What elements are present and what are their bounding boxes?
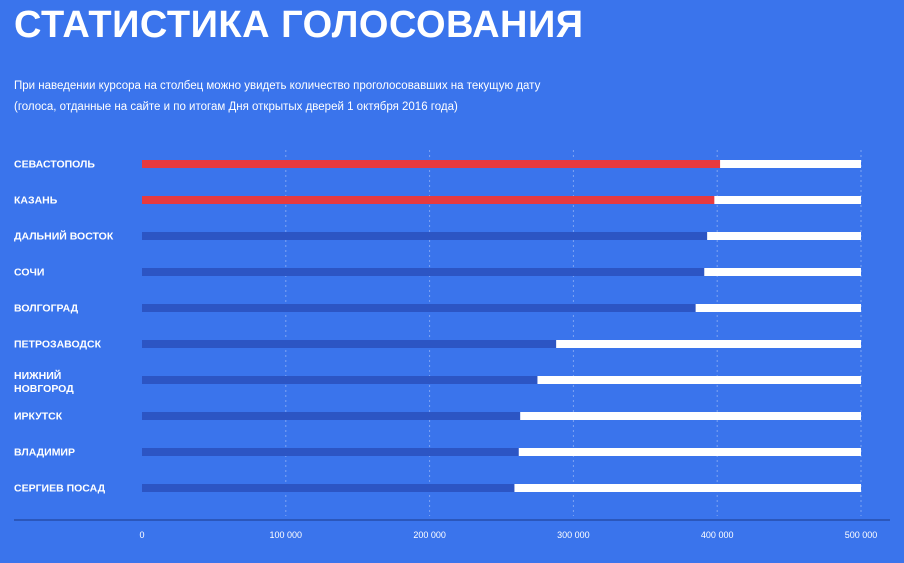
category-label: ПЕТРОЗАВОДСК [14, 339, 102, 351]
category-label-line: ВОЛГОГРАД [14, 303, 79, 315]
tick-label: 500 000 [845, 530, 878, 540]
category-label-line: ВЛАДИМИР [14, 447, 75, 459]
bar[interactable] [142, 484, 515, 492]
bar[interactable] [142, 448, 519, 456]
bar[interactable] [142, 232, 708, 240]
category-label-line: ДАЛЬНИЙ ВОСТОК [14, 230, 114, 243]
tick-labels: 0 100 000 200 000 300 000 400 000 500 000 [139, 530, 877, 540]
category-label: СЕРГИЕВ ПОСАД [14, 483, 106, 495]
tick-label: 400 000 [701, 530, 734, 540]
category-label: ВОЛГОГРАД [14, 303, 79, 315]
category-labels: СЕВАСТОПОЛЬ КАЗАНЬ ДАЛЬНИЙ ВОСТОК СОЧИ ВОЛГО… [14, 159, 114, 495]
bar[interactable] [142, 412, 521, 420]
category-label-line: СЕРГИЕВ ПОСАД [14, 483, 106, 495]
tick-label: 100 000 [270, 530, 303, 540]
bar[interactable] [142, 268, 705, 276]
grid-lines [285, 150, 862, 516]
page-title: СТАТИСТИКА ГОЛОСОВАНИЯ [14, 4, 584, 46]
category-label-line: КАЗАНЬ [14, 195, 58, 207]
bars [142, 160, 861, 492]
subtitle-line-1: При наведении курсора на столбец можно у… [14, 80, 541, 92]
category-label: ДАЛЬНИЙ ВОСТОК [14, 230, 114, 243]
category-label-line: ИРКУТСК [14, 411, 63, 423]
category-label-line: ПЕТРОЗАВОДСК [14, 339, 102, 351]
category-label: НИЖНИЙ НОВГОРОД [14, 369, 74, 395]
tick-label: 300 000 [557, 530, 590, 540]
category-label: СОЧИ [14, 267, 44, 279]
bar[interactable] [142, 376, 538, 384]
category-label: ИРКУТСК [14, 411, 63, 423]
subtitle-line-2: (голоса, отданные на сайте и по итогам Д… [14, 101, 458, 113]
tick-label: 200 000 [413, 530, 446, 540]
category-label: ВЛАДИМИР [14, 447, 75, 459]
bar[interactable] [142, 160, 721, 168]
category-label-line: СОЧИ [14, 267, 44, 279]
bar[interactable] [142, 340, 557, 348]
category-label: СЕВАСТОПОЛЬ [14, 159, 95, 171]
category-label-line: НИЖНИЙ [14, 369, 61, 382]
bar[interactable] [142, 196, 715, 204]
bar[interactable] [142, 304, 696, 312]
category-label-line: НОВГОРОД [14, 383, 74, 395]
category-label-line: СЕВАСТОПОЛЬ [14, 159, 95, 171]
page-subtitle: При наведении курсора на столбец можно у… [14, 76, 540, 118]
category-label: КАЗАНЬ [14, 195, 58, 207]
tick-label: 0 [139, 530, 144, 540]
